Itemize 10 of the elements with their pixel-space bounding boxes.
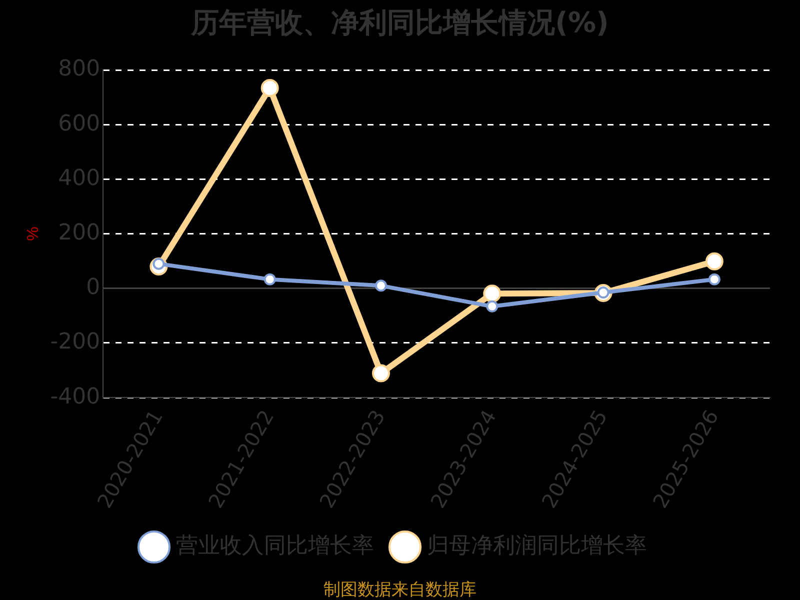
point bbox=[372, 364, 390, 382]
text: 制图数据来自数据库 bbox=[322, 579, 478, 600]
y-axis-title: % bbox=[25, 226, 42, 241]
point bbox=[264, 273, 276, 286]
point bbox=[483, 284, 502, 303]
point bbox=[374, 280, 387, 292]
point bbox=[705, 252, 724, 270]
point bbox=[708, 273, 720, 286]
point bbox=[486, 300, 498, 312]
point bbox=[260, 79, 279, 98]
